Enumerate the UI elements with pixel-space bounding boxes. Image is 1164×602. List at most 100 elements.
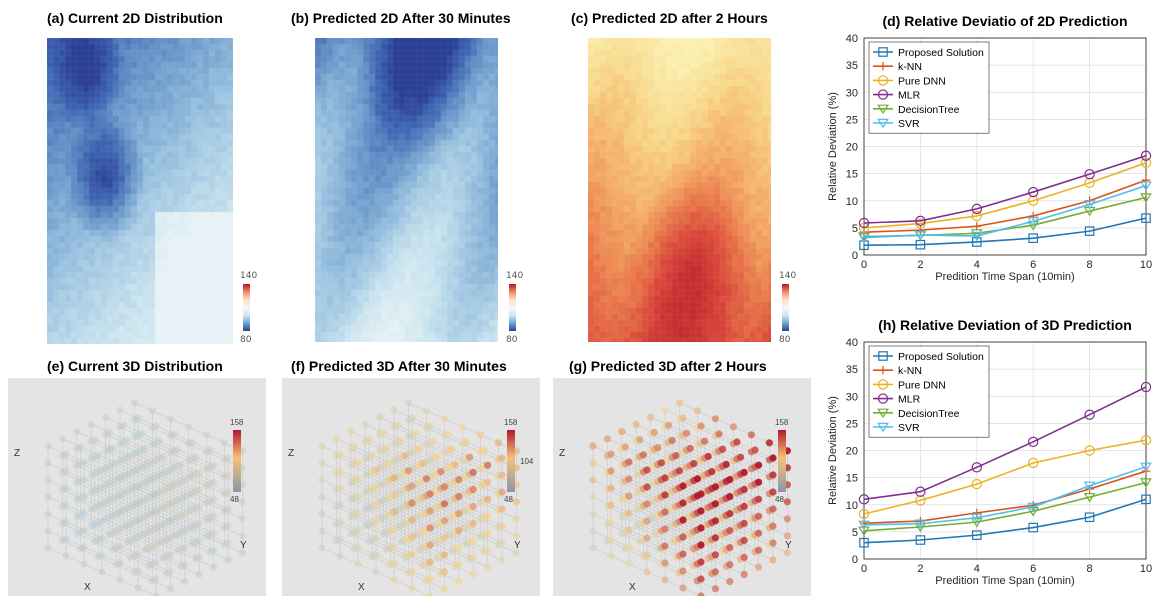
data-point [1028,233,1038,243]
data-point [858,233,870,243]
colorbar-b-max: 140 [506,271,524,281]
cube-point [469,570,477,578]
data-point [878,47,888,57]
cube-point [195,468,203,476]
cube-g-panel: Z Y X 158 48 [553,378,811,600]
z-axis-label: Z [288,448,294,459]
cube-point [455,493,463,501]
cube-point [116,525,124,533]
y-axis-label: Y [785,540,792,551]
colorbar-a-max: 140 [240,271,258,281]
cube-point [383,444,391,452]
cube-point [711,500,719,508]
cube-point [73,513,81,521]
cube-point [426,507,434,515]
cube-point [44,459,52,467]
data-point [877,379,889,390]
cube-point [368,451,376,459]
cube-point [769,488,777,496]
cube-point [98,534,106,542]
cube-point [156,471,164,479]
cube-point [130,416,138,424]
cube-point [661,525,669,533]
legend-entry: Pure DNN [898,75,946,87]
cube-point [679,567,687,575]
cube-point [98,500,106,508]
cube-point [152,456,160,464]
y-tick-label: 25 [846,418,858,430]
cube-point [408,567,416,575]
cube-point [484,529,492,537]
cube-point [697,422,705,430]
cube-point [166,449,174,457]
cube-point [755,478,763,486]
cube-point [73,496,81,504]
data-point [858,217,870,229]
cube-point [238,498,246,506]
y-tick-label: 5 [852,223,858,235]
cube-point [693,475,701,483]
cube-point [170,515,178,523]
cube-point [166,568,174,576]
cube-point [152,439,160,447]
cube-point [755,495,763,503]
cube-point [80,509,88,517]
data-point [1027,186,1039,198]
cube-point [58,469,66,477]
data-point [1141,213,1151,223]
cube-point [426,575,434,583]
cube-point [181,561,189,569]
cube-point [163,519,171,527]
y-axis-label: Relative Deviation (%) [827,396,839,505]
cube-point [105,530,113,538]
cube-point [166,500,174,508]
cube-point [102,464,110,472]
data-point [914,519,927,530]
cube-point [181,578,189,586]
cube-point [220,456,228,464]
cube-point [711,568,719,576]
cube-point [141,478,149,486]
data-point [1083,200,1096,210]
cube-point [134,448,142,456]
x-axis-label: X [629,582,636,593]
cube-point [220,490,228,498]
z-axis-label: Z [14,448,20,459]
data-point [1028,522,1038,533]
data-point [877,408,889,419]
cube-point [166,483,174,491]
cube-point [123,436,131,444]
cube-point [679,414,687,422]
cube-point [607,484,615,492]
cube-point [336,484,344,492]
cube-point [87,437,95,445]
cube-point [202,431,210,439]
cube-point [138,446,146,454]
cube-point [755,461,763,469]
cube-point [181,493,189,501]
cube-point [170,430,178,438]
cube-point [440,551,448,559]
cube-point [120,455,128,463]
cube-point [163,553,171,561]
data-point [971,462,982,473]
cube-point [469,536,477,544]
cube-point [73,530,81,538]
cube-grid-line [134,453,243,503]
cube-colorbar-min: 48 [775,495,784,504]
cube-point [152,592,160,600]
cube-point [455,578,463,586]
cube-point [647,413,655,421]
data-point [878,351,888,361]
data-point [1140,434,1152,446]
y-axis-label: Relative Deviation (%) [827,92,839,201]
cube-point [697,592,705,600]
cube-point [675,399,683,407]
cube-point [679,550,687,558]
cube-point [224,471,232,479]
data-point [1027,457,1039,469]
cube-point [336,467,344,475]
cube-point [177,528,185,536]
cube-point [58,435,66,443]
cube-point [127,537,135,545]
